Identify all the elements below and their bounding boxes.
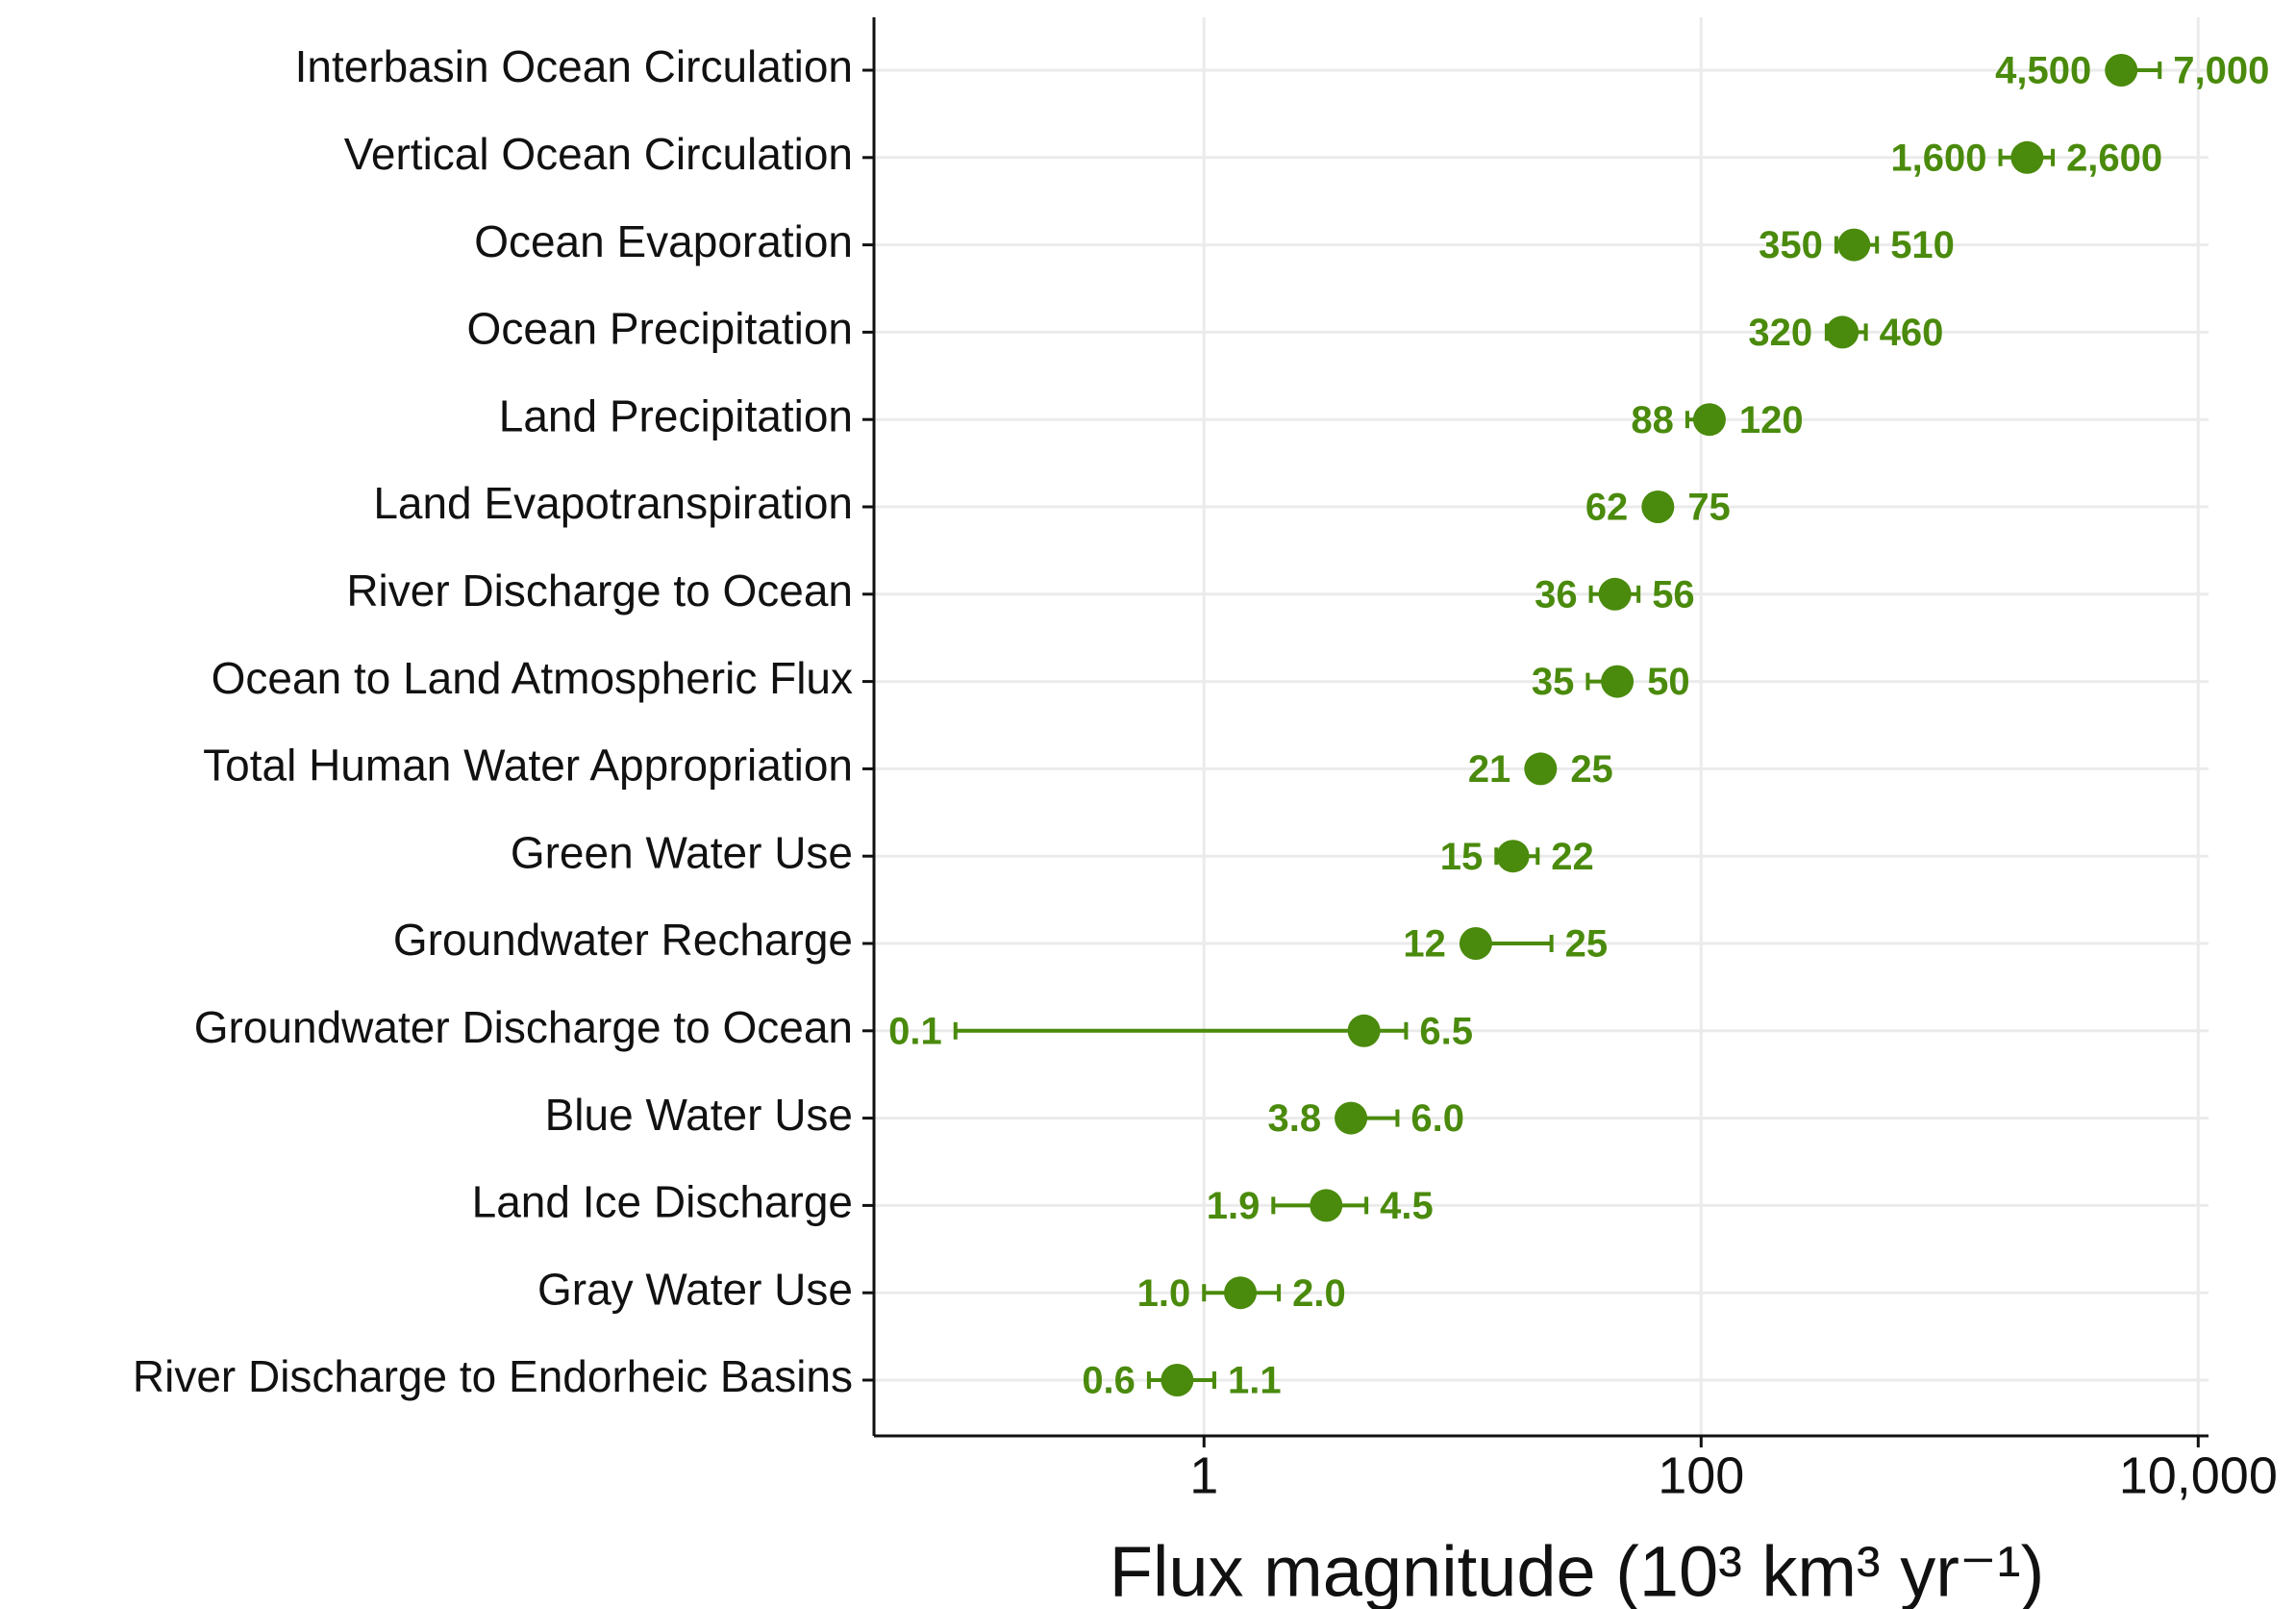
low-label: 36 <box>1535 573 1578 616</box>
low-label: 12 <box>1403 923 1446 966</box>
high-label: 22 <box>1551 836 1594 878</box>
high-label: 120 <box>1739 399 1804 441</box>
category-label: Land Precipitation <box>499 390 853 440</box>
low-label: 320 <box>1748 312 1812 354</box>
category-label: Blue Water Use <box>545 1090 853 1140</box>
dot <box>1347 1014 1381 1047</box>
category-label: Green Water Use <box>511 827 853 877</box>
dot <box>1524 752 1558 786</box>
high-label: 510 <box>1890 224 1955 266</box>
dot <box>1496 840 1530 873</box>
category-label: Gray Water Use <box>537 1264 853 1314</box>
high-label: 25 <box>1570 748 1613 791</box>
dot <box>1224 1276 1258 1310</box>
high-label: 25 <box>1565 923 1609 966</box>
low-label: 35 <box>1532 661 1575 703</box>
dot <box>1692 403 1726 437</box>
high-label: 7,000 <box>2173 50 2269 92</box>
category-label: Groundwater Discharge to Ocean <box>194 1002 853 1052</box>
high-label: 75 <box>1687 487 1731 529</box>
low-label: 1,600 <box>1890 137 1986 179</box>
dot <box>1335 1101 1368 1135</box>
high-label: 4.5 <box>1380 1185 1434 1227</box>
dot <box>1160 1364 1194 1396</box>
low-label: 15 <box>1440 836 1484 878</box>
low-label: 0.6 <box>1082 1360 1136 1402</box>
category-label: Groundwater Recharge <box>393 915 853 965</box>
category-label: Ocean to Land Atmospheric Flux <box>212 653 853 703</box>
low-label: 1.0 <box>1137 1272 1191 1315</box>
high-label: 56 <box>1652 573 1695 616</box>
x-tick-label: 1 <box>1189 1446 1218 1504</box>
low-label: 1.9 <box>1207 1185 1260 1227</box>
dot <box>2105 54 2138 87</box>
low-label: 21 <box>1468 748 1511 791</box>
high-label: 2.0 <box>1292 1272 1346 1315</box>
dot <box>1310 1189 1343 1222</box>
dot <box>1598 577 1632 611</box>
x-tick-label: 10,000 <box>2119 1446 2278 1504</box>
low-label: 4,500 <box>1995 50 2091 92</box>
low-label: 0.1 <box>888 1010 942 1052</box>
category-label: Land Ice Discharge <box>472 1177 853 1227</box>
dot <box>1641 490 1675 523</box>
x-axis-title: Flux magnitude (10³ km³ yr⁻¹) <box>1110 1532 2044 1609</box>
category-label: Vertical Ocean Circulation <box>344 129 853 179</box>
x-tick-label: 100 <box>1658 1446 1744 1504</box>
category-label: River Discharge to Ocean <box>346 566 853 616</box>
low-label: 3.8 <box>1267 1097 1321 1140</box>
low-label: 350 <box>1759 224 1823 266</box>
dot <box>2010 140 2044 174</box>
high-label: 460 <box>1880 312 1944 354</box>
high-label: 50 <box>1647 661 1690 703</box>
dot <box>1837 228 1871 262</box>
low-label: 88 <box>1631 399 1674 441</box>
category-label: Ocean Precipitation <box>467 304 853 354</box>
dot <box>1459 927 1492 960</box>
high-label: 6.0 <box>1410 1097 1464 1140</box>
high-label: 1.1 <box>1228 1360 1282 1402</box>
low-label: 62 <box>1585 487 1629 529</box>
dot <box>1601 665 1635 698</box>
category-label: Total Human Water Appropriation <box>203 741 853 791</box>
category-label: River Discharge to Endorheic Basins <box>133 1351 853 1401</box>
category-label: Interbasin Ocean Circulation <box>295 41 853 91</box>
high-label: 6.5 <box>1419 1010 1473 1052</box>
category-label: Land Evapotranspiration <box>373 478 853 528</box>
category-label: Ocean Evaporation <box>474 216 853 266</box>
high-label: 2,600 <box>2066 137 2162 179</box>
dot <box>1826 315 1859 349</box>
